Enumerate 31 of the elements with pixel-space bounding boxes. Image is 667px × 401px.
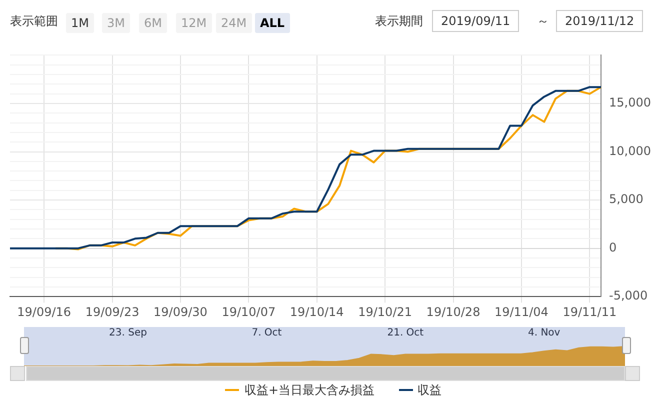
y-tick-label: -5,000 xyxy=(609,288,648,303)
x-tick-label: 21. Oct xyxy=(387,328,424,339)
y-tick-label: 0 xyxy=(609,240,617,254)
text: 2019/09/11 xyxy=(432,10,520,32)
x-tick-label: 4. Nov xyxy=(528,328,560,339)
x-tick-label: 19/10/28 xyxy=(426,304,480,319)
x-tick-label: 19/09/30 xyxy=(154,304,208,319)
x-tick-label: 19/10/21 xyxy=(358,304,412,319)
y-tick-label: 10,000 xyxy=(609,144,652,158)
legend-label: 収益+当日最大含み損益 xyxy=(244,382,375,398)
text: ～ xyxy=(537,13,549,29)
y-tick-label: 5,000 xyxy=(609,192,644,206)
y-tick-label: 15,000 xyxy=(609,96,652,110)
legend-label: 収益 xyxy=(418,382,442,398)
text: 6M xyxy=(139,13,167,33)
text: 表示範囲 xyxy=(10,13,58,29)
x-tick-label: 19/10/07 xyxy=(222,304,276,319)
text: 3M xyxy=(102,13,130,33)
x-tick-label: 19/09/16 xyxy=(17,304,72,319)
x-tick-label: 23. Sep xyxy=(109,328,147,339)
text: 12M xyxy=(176,13,212,33)
text: ALL xyxy=(255,13,290,33)
x-tick-label: 19/09/23 xyxy=(85,304,140,319)
x-tick-label: 19/11/11 xyxy=(562,304,617,319)
text: 2019/11/12 xyxy=(556,10,644,32)
x-tick-label: 7. Oct xyxy=(252,328,282,339)
text: 24M xyxy=(216,13,252,33)
x-tick-label: 19/10/14 xyxy=(290,304,344,319)
text: 表示期間 xyxy=(375,13,423,29)
x-tick-label: 19/11/04 xyxy=(494,304,548,319)
text: 1M xyxy=(66,13,94,33)
